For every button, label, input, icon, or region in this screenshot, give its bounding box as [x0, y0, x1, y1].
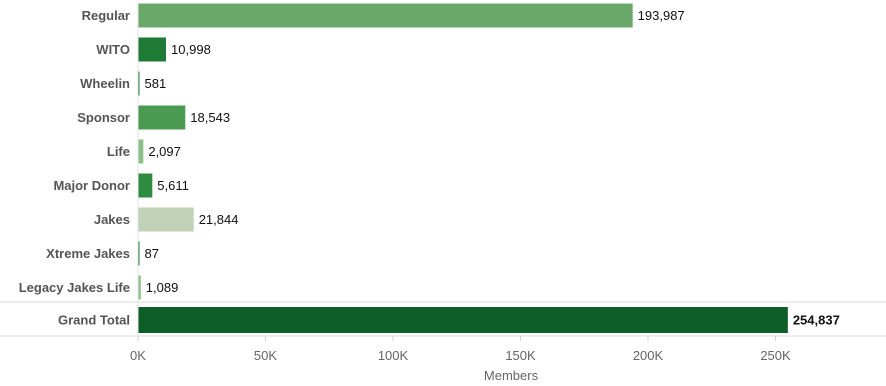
- bar-sponsor[interactable]: [138, 105, 186, 130]
- value-label: 5,611: [157, 178, 189, 193]
- value-label: 254,837: [793, 313, 840, 328]
- bar-legacy-jakes-life[interactable]: [138, 275, 141, 300]
- category-label: Xtreme Jakes: [46, 246, 130, 261]
- bar-wheelin[interactable]: [138, 71, 140, 96]
- x-tick-label: 50K: [254, 348, 277, 363]
- x-tick-label: 100K: [378, 348, 409, 363]
- x-axis-title: Members: [484, 368, 539, 383]
- category-label: Major Donor: [53, 178, 130, 193]
- bar-major-donor[interactable]: [138, 173, 153, 198]
- bar-xtreme-jakes[interactable]: [138, 241, 140, 266]
- value-label: 87: [145, 246, 159, 261]
- bars: [138, 3, 788, 333]
- category-label: Wheelin: [80, 76, 130, 91]
- category-label: Sponsor: [77, 110, 130, 125]
- bar-regular[interactable]: [138, 3, 633, 28]
- bar-wito[interactable]: [138, 37, 167, 62]
- value-label: 193,987: [638, 8, 685, 23]
- bar-life[interactable]: [138, 139, 144, 164]
- x-tick-label: 200K: [633, 348, 664, 363]
- value-label: 18,543: [190, 110, 230, 125]
- category-labels: Regular WITO Wheelin Sponsor Life Major Donor…: [19, 8, 130, 328]
- value-label: 1,089: [146, 280, 179, 295]
- category-label: Legacy Jakes Life: [19, 280, 130, 295]
- category-label: Grand Total: [58, 313, 130, 328]
- category-label: Jakes: [94, 212, 130, 227]
- x-tick-label: 0K: [130, 348, 146, 363]
- value-label: 10,998: [171, 42, 211, 57]
- x-axis: 0K 50K 100K 150K 200K 250K: [0, 0, 886, 363]
- value-label: 21,844: [199, 212, 239, 227]
- x-tick-label: 150K: [505, 348, 536, 363]
- category-label: WITO: [96, 42, 130, 57]
- bar-grand-total[interactable]: [138, 307, 788, 333]
- category-label: Life: [107, 144, 130, 159]
- value-labels: 193,987 10,998 581 18,543 2,097 5,611 21,844 87…: [145, 8, 840, 328]
- x-tick-label: 250K: [760, 348, 791, 363]
- category-label: Regular: [82, 8, 130, 23]
- value-label: 581: [145, 76, 167, 91]
- bar-jakes[interactable]: [138, 207, 194, 232]
- value-label: 2,097: [148, 144, 181, 159]
